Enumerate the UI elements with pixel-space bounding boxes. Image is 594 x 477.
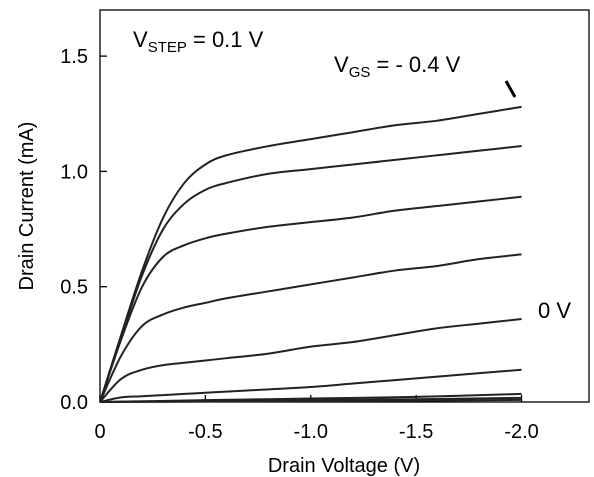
y-tick-label: 0.0 <box>60 392 88 414</box>
series-line-6 <box>99 368 522 403</box>
series-line-9 <box>99 398 522 403</box>
y-tick-label: 1.5 <box>60 46 88 68</box>
series-line-5 <box>99 317 522 403</box>
vstep-annotation: VSTEP = 0.1 V <box>133 27 264 56</box>
plot-frame <box>99 9 590 403</box>
x-tick-label: -1.5 <box>399 421 433 443</box>
y-axis-title: Drain Current (mA) <box>16 122 38 291</box>
series-line-1 <box>99 105 522 403</box>
vgs-annotation: VGS = - 0.4 V <box>334 52 461 81</box>
y-tick-label: 0.5 <box>60 277 88 299</box>
vgs-main: V <box>334 52 349 77</box>
x-tick-label: -0.5 <box>188 421 222 443</box>
x-tick-label: 0 <box>94 421 105 443</box>
axis-ticks: 0 -0.5 -1.0 -1.5 -2.0 0.0 0.5 1.0 1.5 <box>60 46 539 443</box>
y-tick-label: 1.0 <box>60 161 88 183</box>
series-lines <box>99 105 522 403</box>
vgs-sub: GS <box>349 64 371 81</box>
vstep-main: V <box>133 27 148 52</box>
series-line-2 <box>99 145 522 403</box>
x-tick-label: -2.0 <box>504 421 538 443</box>
vgs-pointer <box>504 80 517 98</box>
vstep-value: = 0.1 V <box>187 27 264 52</box>
x-axis-title: Drain Voltage (V) <box>268 455 420 477</box>
series-line-4 <box>99 253 522 403</box>
vgs-value: = - 0.4 V <box>370 52 460 77</box>
series-line-3 <box>99 195 522 403</box>
zero-volt-label: 0 V <box>538 298 571 323</box>
vstep-sub: STEP <box>148 39 187 56</box>
x-tick-label: -1.0 <box>294 421 328 443</box>
